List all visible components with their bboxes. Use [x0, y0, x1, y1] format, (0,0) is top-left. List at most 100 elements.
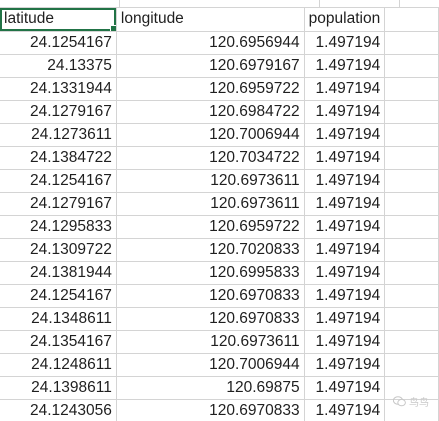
table-row: 24.13375 120.6979167 1.497194 [0, 54, 439, 78]
header-row: latitude longitude population [0, 8, 439, 32]
cell-longitude[interactable]: 120.69875 [116, 376, 305, 400]
table-row: 24.1248611 120.7006944 1.497194 [0, 353, 439, 377]
cell-longitude[interactable]: 120.6959722 [116, 77, 305, 101]
cell-latitude[interactable]: 24.1348611 [0, 307, 117, 331]
cell-empty[interactable] [384, 169, 439, 193]
cell-longitude[interactable]: 120.6973611 [116, 192, 305, 216]
table-row: 24.1309722 120.7020833 1.497194 [0, 238, 439, 262]
cell-latitude[interactable]: 24.1279167 [0, 100, 117, 124]
cell-empty[interactable] [384, 77, 439, 101]
cell-population[interactable]: 1.497194 [304, 100, 386, 124]
cell-longitude[interactable]: 120.7006944 [116, 123, 305, 147]
cell-longitude[interactable]: 120.6973611 [116, 330, 305, 354]
cell-empty[interactable] [384, 238, 439, 262]
cell-population[interactable]: 1.497194 [304, 169, 386, 193]
cell-latitude[interactable]: 24.1309722 [0, 238, 117, 262]
table-row: 24.1254167 120.6970833 1.497194 [0, 284, 439, 308]
table-row: 24.1273611 120.7006944 1.497194 [0, 123, 439, 147]
table-row: 24.1279167 120.6973611 1.497194 [0, 192, 439, 216]
cell-population[interactable]: 1.497194 [304, 330, 386, 354]
cell-header-latitude[interactable]: latitude [0, 8, 117, 32]
cell-longitude[interactable]: 120.6984722 [116, 100, 305, 124]
cell-longitude[interactable]: 120.6959722 [116, 215, 305, 239]
cell-population[interactable]: 1.497194 [304, 54, 386, 78]
cell-population[interactable]: 1.497194 [304, 399, 386, 421]
cell-latitude[interactable]: 24.1295833 [0, 215, 117, 239]
cell-empty[interactable] [384, 31, 439, 55]
cell-empty[interactable] [384, 307, 439, 331]
cell-empty[interactable] [384, 100, 439, 124]
table-row: 24.1279167 120.6984722 1.497194 [0, 100, 439, 124]
cell-empty[interactable] [384, 8, 439, 32]
cell-population[interactable]: 1.497194 [304, 376, 386, 400]
cell-header-population[interactable]: population [304, 8, 386, 32]
cell-population[interactable]: 1.497194 [304, 77, 386, 101]
table-row: 24.1295833 120.6959722 1.497194 [0, 215, 439, 239]
cell-population[interactable]: 1.497194 [304, 215, 386, 239]
cell-empty[interactable] [384, 123, 439, 147]
column-separator[interactable] [119, 0, 120, 8]
table-row: 24.1243056 120.6970833 1.497194 [0, 399, 439, 421]
cell-latitude[interactable]: 24.1354167 [0, 330, 117, 354]
cell-empty[interactable] [384, 330, 439, 354]
cell-population[interactable]: 1.497194 [304, 123, 386, 147]
cell-latitude[interactable]: 24.1384722 [0, 146, 117, 170]
cell-header-longitude[interactable]: longitude [116, 8, 305, 32]
column-header-glyph: ʼ [215, 0, 218, 8]
cell-population[interactable]: 1.497194 [304, 192, 386, 216]
column-separator[interactable] [319, 0, 320, 8]
cell-empty[interactable] [384, 376, 439, 400]
cell-latitude[interactable]: 24.1331944 [0, 77, 117, 101]
cell-empty[interactable] [384, 146, 439, 170]
cell-longitude[interactable]: 120.6956944 [116, 31, 305, 55]
table-row: 24.1398611 120.69875 1.497194 [0, 376, 439, 400]
cell-latitude[interactable]: 24.1381944 [0, 261, 117, 285]
cell-longitude[interactable]: 120.7006944 [116, 353, 305, 377]
cell-longitude[interactable]: 120.6995833 [116, 261, 305, 285]
cell-population[interactable]: 1.497194 [304, 307, 386, 331]
column-header-glyph: ʼ [60, 0, 63, 8]
cell-empty[interactable] [384, 261, 439, 285]
table-row: 24.1254167 120.6956944 1.497194 [0, 31, 439, 55]
column-separator[interactable] [399, 0, 400, 8]
cell-population[interactable]: 1.497194 [304, 284, 386, 308]
table-row: 24.1381944 120.6995833 1.497194 [0, 261, 439, 285]
watermark: 鸟鸟 [393, 394, 429, 409]
cell-empty[interactable] [384, 284, 439, 308]
watermark-text: 鸟鸟 [409, 398, 429, 409]
cell-latitude[interactable]: 24.13375 [0, 54, 117, 78]
cell-longitude[interactable]: 120.6970833 [116, 284, 305, 308]
cell-empty[interactable] [384, 353, 439, 377]
table-row: 24.1384722 120.7034722 1.497194 [0, 146, 439, 170]
cell-latitude[interactable]: 24.1254167 [0, 169, 117, 193]
column-header-glyph: ʼ [380, 0, 383, 8]
cell-longitude[interactable]: 120.6979167 [116, 54, 305, 78]
table-row: 24.1348611 120.6970833 1.497194 [0, 307, 439, 331]
cell-longitude[interactable]: 120.6970833 [116, 399, 305, 421]
cell-population[interactable]: 1.497194 [304, 31, 386, 55]
cell-longitude[interactable]: 120.6973611 [116, 169, 305, 193]
cell-latitude[interactable]: 24.1254167 [0, 284, 117, 308]
wechat-bubble-icon [393, 396, 406, 407]
cell-longitude[interactable]: 120.6970833 [116, 307, 305, 331]
data-grid: latitude longitude population 24.1254167… [0, 8, 439, 421]
cell-latitude[interactable]: 24.1398611 [0, 376, 117, 400]
cell-population[interactable]: 1.497194 [304, 353, 386, 377]
cell-latitude[interactable]: 24.1273611 [0, 123, 117, 147]
cell-latitude[interactable]: 24.1248611 [0, 353, 117, 377]
cell-population[interactable]: 1.497194 [304, 261, 386, 285]
cell-empty[interactable] [384, 192, 439, 216]
cell-latitude[interactable]: 24.1279167 [0, 192, 117, 216]
column-header-strip: ʼ ʼ ʼ [0, 0, 439, 8]
cell-population[interactable]: 1.497194 [304, 146, 386, 170]
table-row: 24.1354167 120.6973611 1.497194 [0, 330, 439, 354]
cell-longitude[interactable]: 120.7034722 [116, 146, 305, 170]
cell-population[interactable]: 1.497194 [304, 238, 386, 262]
cell-longitude[interactable]: 120.7020833 [116, 238, 305, 262]
cell-latitude[interactable]: 24.1243056 [0, 399, 117, 421]
cell-empty[interactable] [384, 215, 439, 239]
cell-latitude[interactable]: 24.1254167 [0, 31, 117, 55]
table-row: 24.1254167 120.6973611 1.497194 [0, 169, 439, 193]
cell-empty[interactable] [384, 54, 439, 78]
